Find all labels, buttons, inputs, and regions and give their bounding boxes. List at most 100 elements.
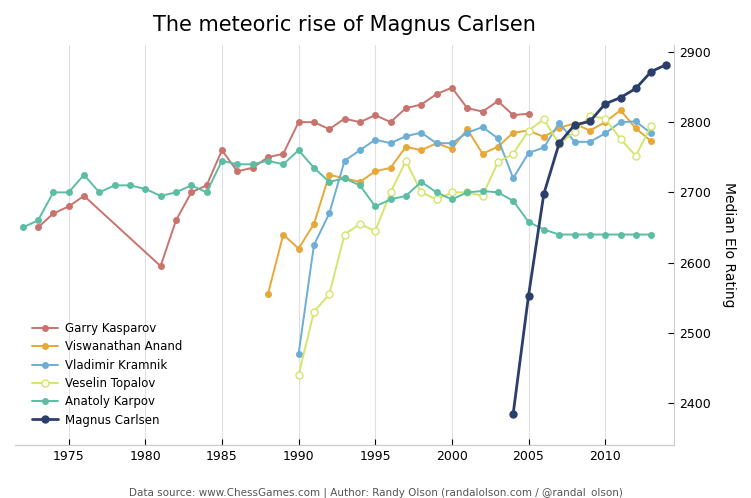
Anatoly Karpov [355, 182, 364, 188]
Anatoly Karpov [371, 204, 380, 210]
Vladimir Kramnik [324, 211, 333, 217]
Veselin Topalov [539, 117, 548, 123]
Viswanathan Anand [386, 165, 395, 171]
Viswanathan Anand [539, 134, 548, 140]
Anatoly Karpov [508, 198, 517, 204]
Anatoly Karpov [34, 218, 43, 224]
Garry Kasparov [264, 154, 273, 160]
Veselin Topalov [616, 136, 625, 142]
Anatoly Karpov [616, 232, 625, 238]
Anatoly Karpov [417, 179, 426, 185]
Veselin Topalov [632, 153, 641, 159]
Garry Kasparov [524, 111, 533, 117]
Vladimir Kramnik [570, 139, 579, 145]
Y-axis label: Median Elo Rating: Median Elo Rating [722, 182, 736, 308]
Anatoly Karpov [110, 182, 119, 188]
Vladimir Kramnik [585, 139, 594, 145]
Veselin Topalov [585, 113, 594, 119]
Vladimir Kramnik [493, 135, 502, 141]
Garry Kasparov [478, 109, 487, 115]
Viswanathan Anand [448, 146, 457, 152]
Magnus Carlsen [570, 122, 579, 128]
Vladimir Kramnik [401, 133, 410, 139]
Vladimir Kramnik [539, 144, 548, 150]
Veselin Topalov [386, 189, 395, 195]
Garry Kasparov [417, 102, 426, 108]
Vladimir Kramnik [371, 137, 380, 143]
Magnus Carlsen [524, 293, 533, 299]
Garry Kasparov [324, 126, 333, 132]
Veselin Topalov [355, 221, 364, 227]
Anatoly Karpov [125, 182, 134, 188]
Viswanathan Anand [371, 168, 380, 174]
Veselin Topalov [294, 372, 303, 378]
Anatoly Karpov [493, 189, 502, 195]
Anatoly Karpov [555, 232, 564, 238]
Anatoly Karpov [340, 175, 349, 181]
Vladimir Kramnik [555, 120, 564, 126]
Garry Kasparov [508, 112, 517, 118]
Veselin Topalov [508, 151, 517, 157]
Garry Kasparov [386, 119, 395, 125]
Anatoly Karpov [463, 189, 472, 195]
Viswanathan Anand [401, 144, 410, 150]
Magnus Carlsen [632, 86, 641, 92]
Anatoly Karpov [95, 189, 104, 195]
Anatoly Karpov [233, 161, 242, 167]
Title: The meteoric rise of Magnus Carlsen: The meteoric rise of Magnus Carlsen [153, 15, 536, 35]
Viswanathan Anand [478, 151, 487, 157]
Vladimir Kramnik [294, 351, 303, 357]
Vladimir Kramnik [463, 129, 472, 135]
Viswanathan Anand [616, 107, 625, 113]
Magnus Carlsen [616, 95, 625, 101]
Garry Kasparov [64, 204, 73, 210]
Garry Kasparov [34, 225, 43, 231]
Veselin Topalov [324, 291, 333, 297]
Legend: Garry Kasparov, Viswanathan Anand, Vladimir Kramnik, Veselin Topalov, Anatoly Ka: Garry Kasparov, Viswanathan Anand, Vladi… [28, 317, 187, 431]
Veselin Topalov [570, 129, 579, 135]
Veselin Topalov [309, 309, 318, 315]
Veselin Topalov [448, 189, 457, 195]
Veselin Topalov [493, 159, 502, 165]
Veselin Topalov [401, 158, 410, 164]
Anatoly Karpov [248, 161, 257, 167]
Anatoly Karpov [64, 189, 73, 195]
Anatoly Karpov [632, 232, 641, 238]
Garry Kasparov [309, 119, 318, 125]
Magnus Carlsen [647, 69, 656, 75]
Magnus Carlsen [585, 119, 594, 124]
Anatoly Karpov [601, 232, 610, 238]
Viswanathan Anand [601, 119, 610, 125]
Viswanathan Anand [324, 172, 333, 178]
Anatoly Karpov [386, 196, 395, 202]
Garry Kasparov [171, 218, 180, 224]
Garry Kasparov [202, 182, 211, 188]
Garry Kasparov [371, 112, 380, 118]
Garry Kasparov [80, 193, 89, 199]
Viswanathan Anand [417, 147, 426, 153]
Garry Kasparov [355, 119, 364, 125]
Viswanathan Anand [264, 291, 273, 297]
Viswanathan Anand [570, 121, 579, 126]
Anatoly Karpov [187, 182, 196, 188]
Garry Kasparov [49, 211, 58, 217]
Vladimir Kramnik [508, 175, 517, 181]
Vladimir Kramnik [386, 140, 395, 146]
Vladimir Kramnik [632, 119, 641, 124]
Viswanathan Anand [463, 126, 472, 132]
Magnus Carlsen [555, 140, 564, 146]
Veselin Topalov [417, 189, 426, 195]
Garry Kasparov [493, 98, 502, 104]
Garry Kasparov [279, 151, 288, 157]
Viswanathan Anand [647, 138, 656, 144]
Vladimir Kramnik [432, 140, 441, 146]
Viswanathan Anand [524, 127, 533, 133]
Viswanathan Anand [432, 140, 441, 146]
Veselin Topalov [478, 193, 487, 199]
Anatoly Karpov [294, 147, 303, 153]
Veselin Topalov [340, 232, 349, 238]
Line: Viswanathan Anand: Viswanathan Anand [265, 108, 654, 297]
Vladimir Kramnik [647, 130, 656, 136]
Vladimir Kramnik [601, 130, 610, 136]
Text: Data source: www.ChessGames.com | Author: Randy Olson (randalolson.com / @randal: Data source: www.ChessGames.com | Author… [128, 488, 623, 498]
